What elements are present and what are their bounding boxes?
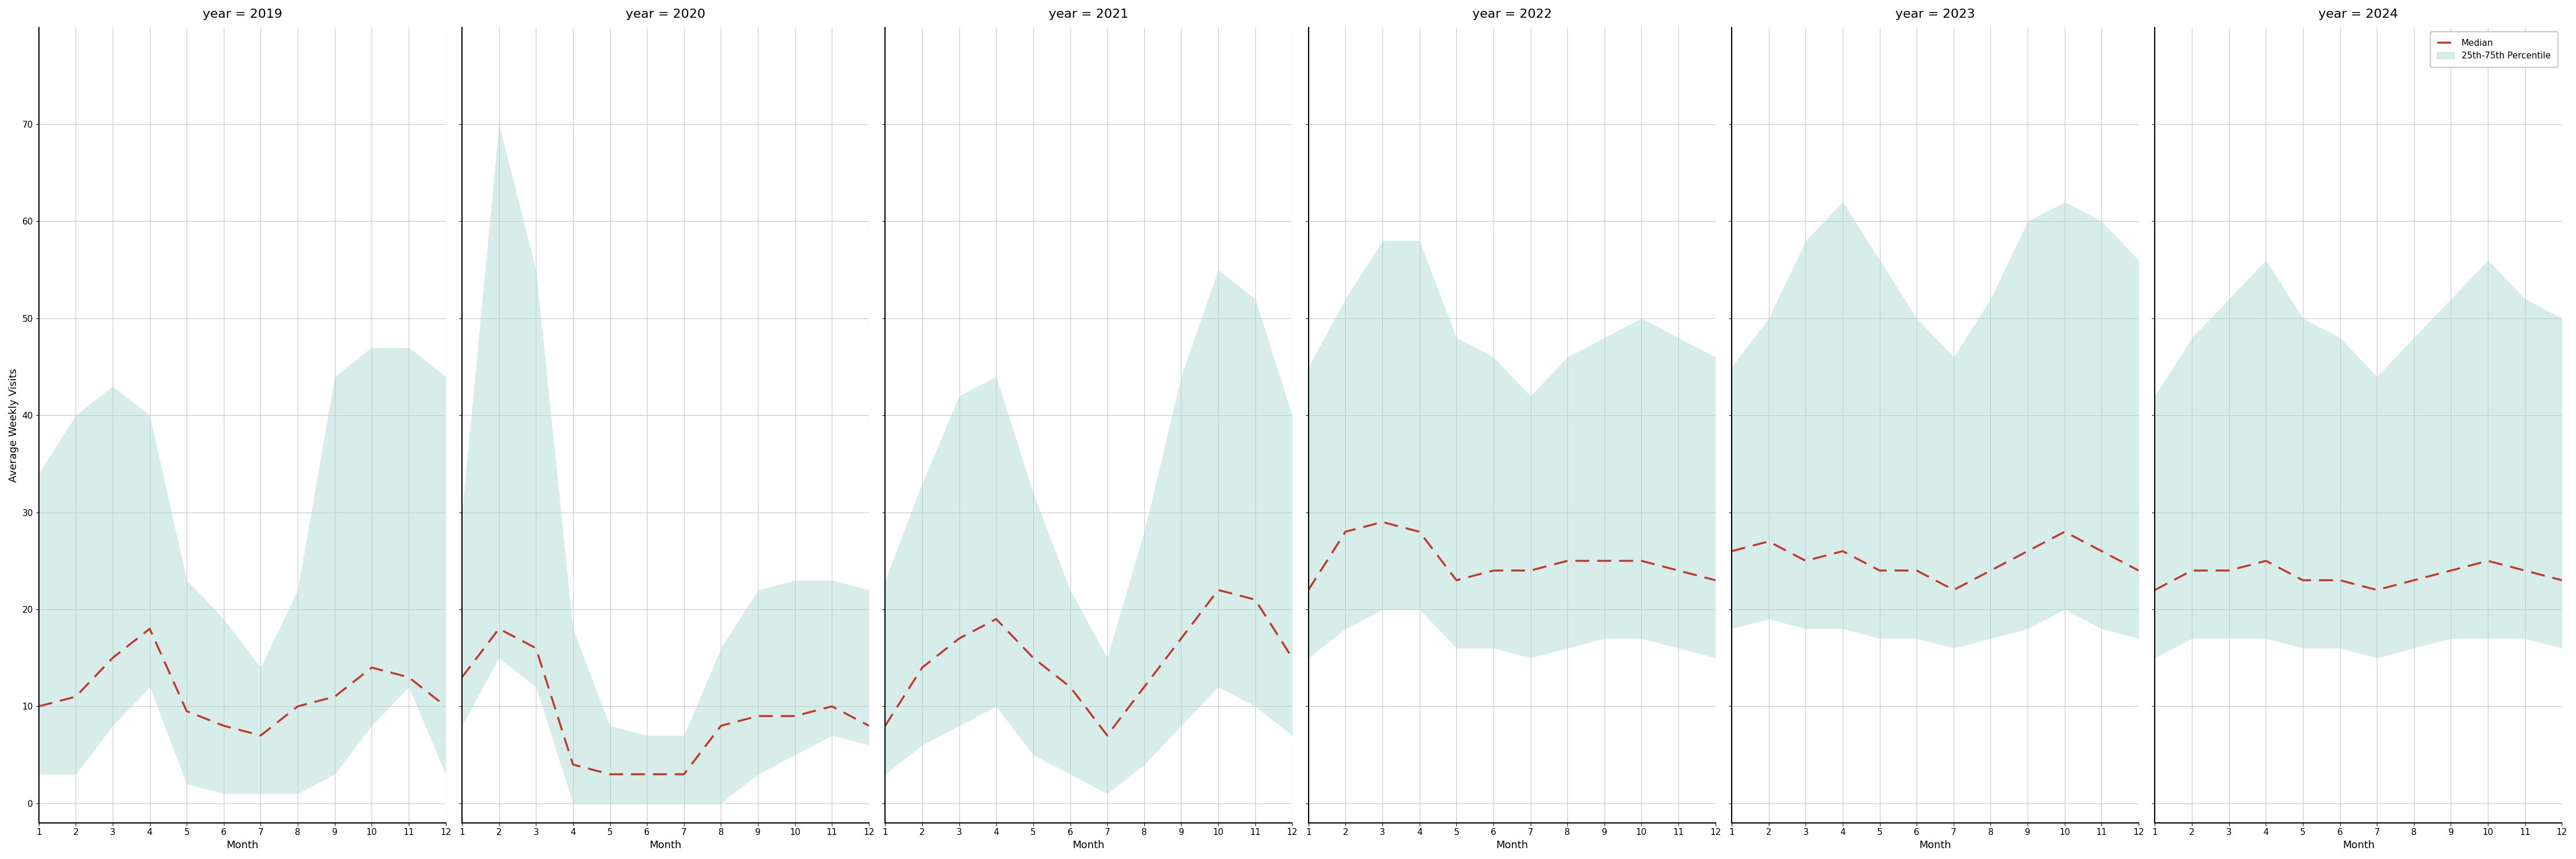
X-axis label: Month: Month (1919, 840, 1950, 850)
Legend: Median, 25th-75th Percentile: Median, 25th-75th Percentile (2429, 32, 2558, 67)
Title: year = 2022: year = 2022 (1471, 9, 1551, 20)
Title: year = 2024: year = 2024 (2318, 9, 2398, 20)
Title: year = 2021: year = 2021 (1048, 9, 1128, 20)
X-axis label: Month: Month (1497, 840, 1528, 850)
Y-axis label: Average Weekly Visits: Average Weekly Visits (8, 369, 18, 482)
X-axis label: Month: Month (2342, 840, 2375, 850)
Title: year = 2019: year = 2019 (204, 9, 281, 20)
Title: year = 2020: year = 2020 (626, 9, 706, 20)
X-axis label: Month: Month (227, 840, 258, 850)
X-axis label: Month: Month (1072, 840, 1105, 850)
X-axis label: Month: Month (649, 840, 683, 850)
Title: year = 2023: year = 2023 (1896, 9, 1976, 20)
